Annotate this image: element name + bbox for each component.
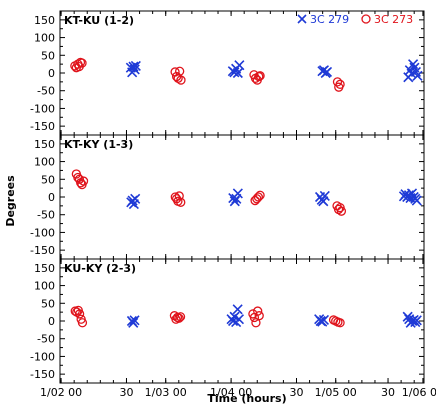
circle-marker xyxy=(174,191,184,201)
y-tick-label: 50 xyxy=(41,49,55,62)
y-tick-label: 150 xyxy=(34,262,55,275)
circle-marker xyxy=(77,58,87,68)
y-tick-label: -50 xyxy=(37,333,55,346)
y-tick-label: 150 xyxy=(34,138,55,151)
series-3c-279 xyxy=(125,59,423,83)
cross-marker xyxy=(411,315,422,326)
circle-marker xyxy=(255,71,265,81)
series-3c-279 xyxy=(126,188,422,210)
legend-entry: 3C 279 xyxy=(297,13,349,26)
circle-marker xyxy=(332,77,343,87)
y-tick-label: 150 xyxy=(34,14,55,27)
circle-marker xyxy=(253,306,263,316)
cross-marker xyxy=(318,314,330,326)
y-tick-label: 0 xyxy=(48,191,55,204)
series-3c-273 xyxy=(71,169,347,216)
x-tick-label: 1/02 00 xyxy=(40,386,82,399)
legend-entry: 3C 273 xyxy=(361,13,413,26)
cross-marker xyxy=(128,61,139,72)
panel-frame xyxy=(59,258,425,384)
x-tick-label: 1/03 00 xyxy=(145,386,187,399)
y-tick-label: 50 xyxy=(41,173,55,186)
cross-marker xyxy=(321,66,333,78)
circle-marker xyxy=(255,190,265,200)
circle-marker xyxy=(335,318,345,328)
cross-marker xyxy=(232,188,243,199)
circle-marker xyxy=(335,79,345,89)
y-tick-label: 100 xyxy=(34,280,55,293)
y-tick-label: -150 xyxy=(30,120,55,133)
x-tick-label: 30 xyxy=(381,386,395,399)
cross-marker xyxy=(129,64,140,75)
circle-marker xyxy=(176,75,186,85)
y-tick-label: -50 xyxy=(37,85,55,98)
cross-marker xyxy=(130,60,141,71)
panel-2: 150 100 50 0 -50 -100 -150 KT-KY (1-3) xyxy=(30,134,425,260)
y-tick-label: -100 xyxy=(30,102,55,115)
y-tick-label: 0 xyxy=(48,67,55,80)
circle-marker xyxy=(77,318,88,328)
circle-marker xyxy=(254,311,264,321)
y-tick-label: -100 xyxy=(30,226,55,239)
y-axis-title: Degrees xyxy=(4,175,17,227)
legend-circle-marker xyxy=(361,14,371,24)
cross-marker xyxy=(412,70,423,81)
y-tick-label: -150 xyxy=(30,244,55,257)
series-3c-273 xyxy=(70,305,345,328)
cross-marker xyxy=(233,314,245,325)
panel-label: KU-KY (2-3) xyxy=(64,262,136,275)
x-tick-label: 1/04 00 xyxy=(210,386,252,399)
cross-marker xyxy=(130,193,141,204)
panels-group: 150 100 50 0 -50 -100 -150 KT-KU (1-2) 150 100 50 0… xyxy=(30,10,425,384)
y-tick-label: 100 xyxy=(34,156,55,169)
x-tick-label: 1/06 00 xyxy=(402,386,436,399)
y-tick-label: -150 xyxy=(30,368,55,381)
cross-marker xyxy=(319,190,330,202)
panel-3: 150 100 50 0 -50 -100 -150 KU-KY (2-3) xyxy=(30,258,425,384)
x-axis: 1/02 00 30 1/03 00 1/04 00 30 1/05 00 30 1/06 0… xyxy=(40,386,436,399)
x-tick-label: 1/05 00 xyxy=(315,386,357,399)
cross-marker xyxy=(232,304,243,315)
cross-marker xyxy=(411,195,422,206)
y-tick-label: -100 xyxy=(30,350,55,363)
x-tick-label: 30 xyxy=(289,386,303,399)
circle-marker xyxy=(175,312,186,322)
panel-frame xyxy=(59,10,425,136)
y-tick-label: -50 xyxy=(37,209,55,222)
y-tick-label: 50 xyxy=(41,297,55,310)
circle-marker xyxy=(78,176,89,186)
series-3c-279 xyxy=(126,304,422,328)
y-tick-label: 100 xyxy=(34,32,55,45)
cross-marker xyxy=(129,315,140,326)
panel-label: KT-KU (1-2) xyxy=(64,14,134,27)
circle-marker xyxy=(253,192,263,202)
circle-marker xyxy=(175,66,185,76)
circle-marker xyxy=(176,197,186,207)
cross-marker xyxy=(234,60,245,71)
legend: 3C 279 3C 273 xyxy=(297,13,413,26)
panel-1: 150 100 50 0 -50 -100 -150 KT-KU (1-2) xyxy=(30,10,425,136)
x-tick-label: 30 xyxy=(119,386,133,399)
circle-marker xyxy=(74,309,85,319)
cross-marker xyxy=(232,67,243,79)
panel-label: KT-KY (1-3) xyxy=(64,138,133,151)
circle-marker xyxy=(174,313,184,323)
legend-cross-marker xyxy=(297,14,307,24)
x-axis-title: Time (hours) xyxy=(207,392,286,405)
legend-label: 3C 279 xyxy=(310,13,349,26)
y-tick-label: 0 xyxy=(48,315,55,328)
cross-marker xyxy=(128,317,139,328)
legend-label: 3C 273 xyxy=(374,13,413,26)
circle-marker xyxy=(336,206,347,216)
series-3c-273 xyxy=(70,57,345,92)
cross-marker xyxy=(408,59,419,70)
